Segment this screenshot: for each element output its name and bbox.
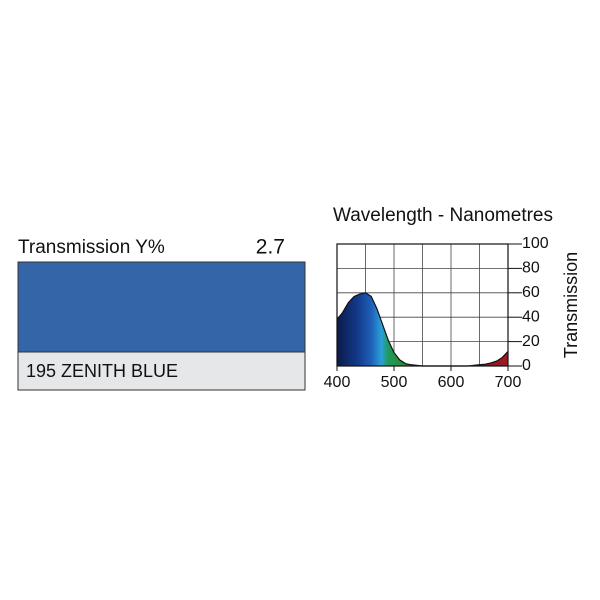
transmission-label: Transmission Y% (18, 237, 165, 258)
y-tick-label: 60 (522, 284, 540, 301)
transmission-value: 2.7 (256, 236, 285, 259)
filter-name: 195 ZENITH BLUE (26, 361, 178, 381)
y-tick-label: 40 (522, 308, 540, 325)
name-box (17, 351, 306, 391)
y-tick-label: 80 (522, 260, 540, 277)
x-tick-label: 400 (324, 374, 351, 391)
area-fill (337, 292, 508, 366)
x-tick-label: 700 (495, 374, 522, 391)
chart-title: Wavelength - Nanometres (333, 205, 553, 226)
y-tick-label: 20 (522, 333, 540, 350)
y-tick-label: 100 (522, 235, 549, 252)
y-axis-label: Transmission (561, 252, 581, 358)
y-tick-label: 0 (522, 357, 531, 374)
x-tick-label: 500 (381, 374, 408, 391)
plot-frame (336, 243, 509, 367)
x-tick-label: 600 (438, 374, 465, 391)
color-swatch (17, 261, 306, 353)
